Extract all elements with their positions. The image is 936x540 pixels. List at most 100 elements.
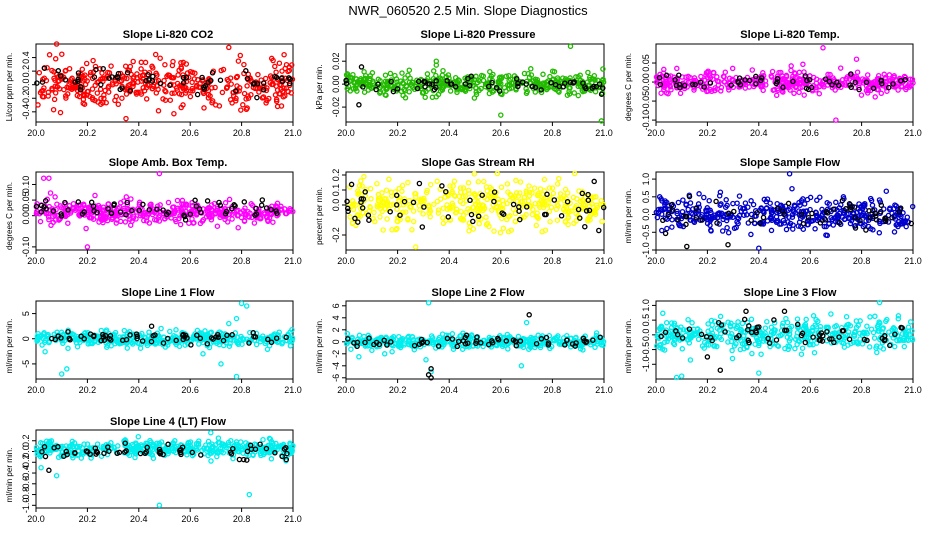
data-point [54, 84, 61, 90]
data-point [359, 183, 365, 189]
data-point [540, 71, 546, 78]
data-point [433, 72, 439, 79]
data-point [113, 93, 120, 100]
data-point [372, 218, 378, 225]
data-point [564, 190, 571, 196]
data-point [89, 95, 96, 101]
data-point [209, 70, 216, 76]
data-point [170, 58, 176, 65]
x-tick-label: 20.8 [853, 256, 871, 266]
data-point [483, 214, 489, 221]
data-point [695, 336, 702, 343]
panel-li820-co2: Slope Li-820 CO2 Li/cor ppm per min. 20.… [5, 29, 302, 138]
data-point [374, 204, 381, 210]
data-point [234, 83, 240, 89]
data-point [355, 219, 361, 225]
data-point [361, 89, 368, 95]
y-axis-label: degrees C per min. [624, 53, 633, 121]
data-point [352, 85, 359, 92]
data-point [689, 320, 695, 326]
data-point [200, 351, 206, 357]
x-tick-label: 20.2 [389, 128, 407, 138]
data-point [876, 230, 883, 236]
data-point [428, 366, 434, 372]
data-point [448, 81, 455, 87]
x-tick-label: 20.4 [440, 128, 458, 138]
data-point [143, 96, 150, 102]
panel-amb-box-temp: Slope Amb. Box Temp. degrees C per min. … [5, 157, 302, 266]
data-point [228, 81, 234, 87]
data-point [57, 109, 64, 116]
data-point [62, 77, 69, 83]
data-point [51, 96, 58, 103]
data-point [88, 208, 94, 214]
data-point [377, 214, 383, 220]
data-point [260, 80, 267, 86]
data-point [867, 314, 873, 320]
data-point [487, 68, 493, 75]
data-point [277, 91, 283, 97]
y-tick-label: 0.2 [331, 169, 341, 182]
data-point [582, 223, 588, 230]
data-point [241, 199, 248, 205]
data-point [231, 202, 237, 208]
data-point [773, 214, 780, 220]
data-point [691, 87, 697, 93]
data-point [241, 90, 248, 97]
data-point [182, 202, 188, 208]
data-point [81, 202, 87, 209]
data-point [466, 191, 472, 197]
panel-li820-pressure: Slope Li-820 Pressure kPa per min. 20.0 2… [315, 29, 613, 138]
data-point [158, 325, 164, 332]
data-point [544, 191, 550, 198]
data-point [276, 60, 283, 66]
data-point [702, 77, 708, 84]
data-point [841, 344, 848, 350]
data-point [519, 79, 526, 85]
data-point [874, 349, 880, 356]
data-point [358, 196, 365, 202]
data-point [235, 207, 241, 214]
data-point [673, 374, 680, 381]
data-point [188, 208, 195, 214]
data-point [434, 198, 441, 205]
data-point [229, 211, 235, 217]
data-point [789, 185, 795, 192]
data-point [791, 90, 797, 97]
data-point [870, 329, 877, 336]
plot-frame [35, 43, 294, 123]
data-point [388, 78, 394, 85]
data-point [663, 72, 670, 79]
data-point [219, 89, 226, 96]
data-point [403, 209, 409, 215]
panel-line1-flow: Slope Line 1 Flow ml/min per min. 20.0 20… [5, 287, 302, 395]
data-point [257, 215, 263, 222]
data-point [287, 343, 294, 349]
data-point [262, 75, 269, 82]
x-tick-label: 20.8 [233, 514, 251, 524]
data-point [724, 214, 731, 221]
data-point [847, 82, 853, 88]
y-tick-label: -0.2 [331, 227, 341, 243]
data-point [872, 94, 878, 100]
data-point [698, 73, 704, 80]
x-tick-label: 20.2 [699, 256, 717, 266]
data-point [529, 83, 536, 90]
data-point [367, 185, 374, 192]
data-point [548, 79, 554, 86]
data-point [119, 85, 125, 91]
data-point [123, 194, 130, 200]
data-point [100, 100, 106, 106]
data-point [273, 208, 279, 214]
data-point [447, 183, 453, 189]
data-point [794, 333, 800, 340]
data-point [705, 207, 711, 213]
data-point [730, 77, 736, 84]
data-point [186, 220, 192, 226]
data-point [184, 70, 191, 76]
data-point [734, 200, 740, 206]
data-point [790, 78, 796, 85]
data-point [773, 80, 780, 87]
panel-title: Slope Line 3 Flow [744, 287, 837, 299]
data-point [145, 71, 151, 78]
